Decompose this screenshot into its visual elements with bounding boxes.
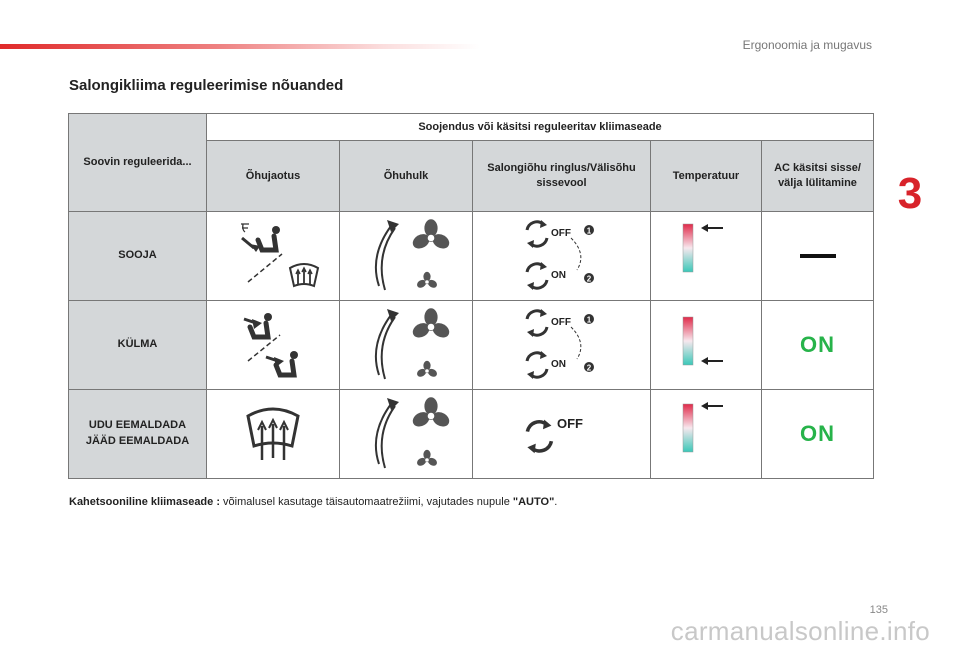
header-ac: AC käsitsi sisse/ välja lülitamine: [761, 140, 874, 212]
seat-airflow-icon: [243, 313, 298, 378]
arrow-left-icon: [701, 357, 708, 365]
recirculation-cell: OFF 1 ON 2: [472, 300, 651, 390]
temperature-cell: [650, 300, 762, 390]
fan-icon: [374, 308, 452, 382]
ac-on-label: ON: [800, 332, 835, 357]
header-air-flow: Õhuhulk: [339, 140, 473, 212]
recirc-off-label: OFF: [551, 228, 571, 239]
table-row: UDU EEMALDADA JÄÄD EEMALDADA OFF: [68, 389, 874, 479]
row-label-cold: KÜLMA: [68, 300, 207, 390]
temperature-cell: [650, 389, 762, 479]
header-group: Soojendus või käsitsi reguleeritav kliim…: [206, 113, 874, 141]
recirculation-cell: OFF: [472, 389, 651, 479]
temperature-bar-icon: [682, 223, 723, 273]
defrost-icon: [246, 407, 300, 460]
ac-cell: ON: [761, 389, 874, 479]
recirc-off-label: OFF: [551, 317, 571, 328]
svg-text:2: 2: [586, 364, 591, 373]
temperature-bar-icon: [682, 316, 723, 366]
temperature-bar-icon: [682, 402, 723, 453]
recirc-on-label: ON: [551, 359, 566, 370]
footnote: Kahetsooniline kliimaseade : võimalusel …: [69, 496, 558, 508]
air-distribution-cell: [206, 389, 340, 479]
air-flow-cell: [339, 211, 473, 301]
defrost-icon: [288, 263, 320, 288]
seat-airflow-icon: [241, 223, 320, 288]
footnote-text: võimalusel kasutage täisautomaatrežiimi,…: [220, 496, 513, 508]
footnote-bold: Kahetsooniline kliimaseade :: [69, 496, 220, 508]
ac-on-label: ON: [800, 421, 835, 446]
arrow-left-icon: [701, 402, 708, 410]
svg-text:1: 1: [586, 316, 591, 325]
recirculation-icon: OFF 1 ON 2: [525, 307, 594, 381]
fan-icon: [374, 219, 452, 293]
header-air-distribution: Õhujaotus: [206, 140, 340, 212]
climate-table: Soovin reguleerida... Soojendus või käsi…: [68, 113, 874, 479]
air-distribution-cell: [206, 300, 340, 390]
table-row: KÜLMA: [68, 300, 874, 390]
air-flow-cell: [339, 389, 473, 479]
table-row: SOOJA: [68, 211, 874, 301]
ac-cell: [761, 211, 874, 301]
header-accent-bar: [0, 44, 480, 49]
header-want: Soovin reguleerida...: [68, 113, 207, 212]
ac-off-dash: [799, 254, 836, 258]
ac-cell: ON: [761, 300, 874, 390]
page-title: Salongikliima reguleerimise nõuanded: [69, 77, 344, 94]
recirculation-cell: OFF 1 ON 2: [472, 211, 651, 301]
recirculation-icon: OFF 1 ON 2: [525, 218, 594, 292]
header-recirculation: Salongiõhu ringlus/Välisõhu sissevool: [472, 140, 651, 212]
fan-icon: [374, 397, 452, 471]
watermark: carmanualsonline.info: [670, 616, 930, 646]
recirc-off-label: OFF: [557, 416, 583, 431]
air-distribution-cell: [206, 211, 340, 301]
svg-text:2: 2: [586, 275, 591, 284]
section-title: Ergonoomia ja mugavus: [742, 38, 872, 52]
page-number: 135: [869, 604, 888, 616]
chapter-number: 3: [897, 169, 923, 218]
recirculation-icon: OFF: [525, 416, 583, 456]
row-label-warm: SOOJA: [68, 211, 207, 301]
air-flow-cell: [339, 300, 473, 390]
temperature-cell: [650, 211, 762, 301]
arrow-left-icon: [701, 224, 708, 232]
footnote-button: "AUTO": [512, 496, 555, 508]
recirc-on-label: ON: [551, 270, 566, 281]
row-label-defog: UDU EEMALDADA JÄÄD EEMALDADA: [68, 389, 207, 479]
svg-text:1: 1: [586, 227, 591, 236]
header-temperature: Temperatuur: [650, 140, 762, 212]
